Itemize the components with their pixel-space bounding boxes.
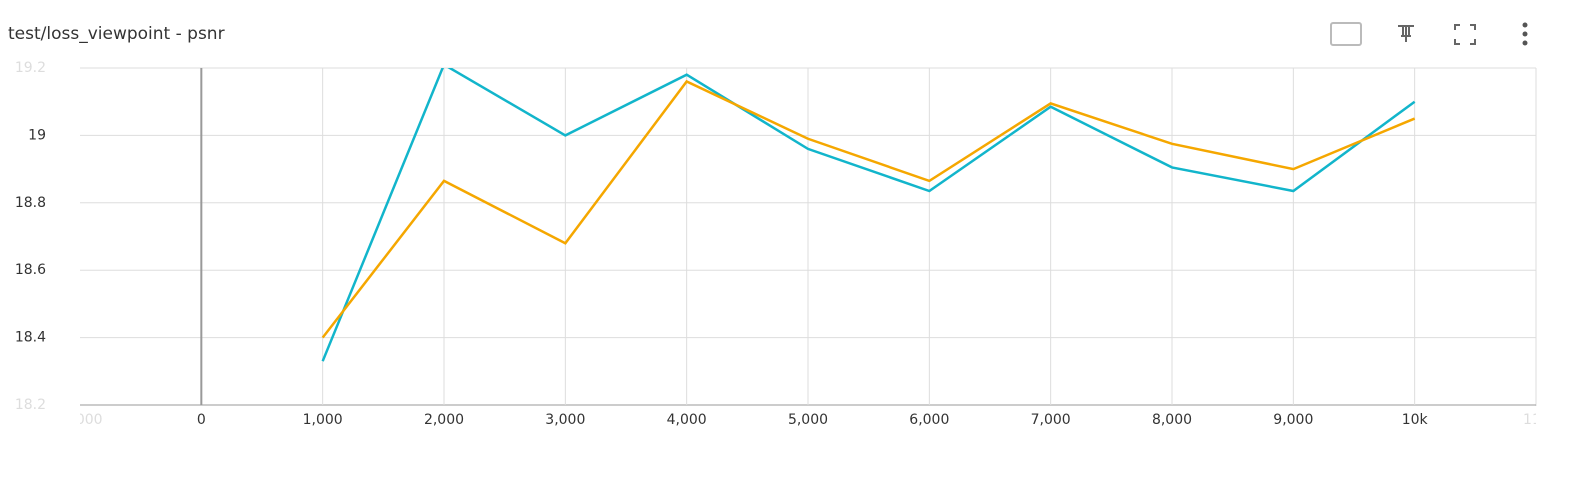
menu-button[interactable] [1522, 22, 1528, 46]
pin-button[interactable] [1398, 25, 1414, 42]
x-tick-label: 8,000 [1152, 412, 1192, 428]
series-line [321, 79, 1416, 339]
x-tick-label: 0 [197, 412, 206, 428]
x-tick-label: -1,000 [57, 412, 102, 428]
y-tick-label: 19 [28, 127, 46, 143]
y-tick-label: 18.2 [15, 397, 46, 413]
fullscreen-button[interactable] [1454, 24, 1476, 45]
x-tick-label: 3,000 [545, 412, 585, 428]
y-tick-label: 19.2 [15, 60, 46, 76]
x-tick-label: 10k [1402, 412, 1429, 428]
x-tick-label: 1,000 [303, 412, 343, 428]
x-tick-label: 5,000 [788, 412, 828, 428]
x-tick-label: 2,000 [424, 412, 464, 428]
toolbar [1330, 22, 1528, 46]
series-line [321, 68, 1416, 362]
x-tick-label: 11k [1523, 412, 1550, 428]
x-tick-label: 7,000 [1031, 412, 1071, 428]
y-tick-label: 18.4 [15, 330, 46, 346]
y-tick-label: 18.6 [15, 262, 46, 278]
chart-title: test/loss_viewpoint - psnr [8, 24, 225, 44]
fit-domain-button[interactable] [1330, 22, 1362, 46]
x-labels: -1,000 0 1,000 2,000 3,000 4,000 5,000 6,000 7,0… [57, 412, 1550, 428]
x-tick-label: 9,000 [1273, 412, 1313, 428]
x-tick-label: 4,000 [667, 412, 707, 428]
x-tick-label: 6,000 [909, 412, 949, 428]
plot-area [321, 68, 1416, 362]
y-tick-label: 18.8 [15, 195, 46, 211]
